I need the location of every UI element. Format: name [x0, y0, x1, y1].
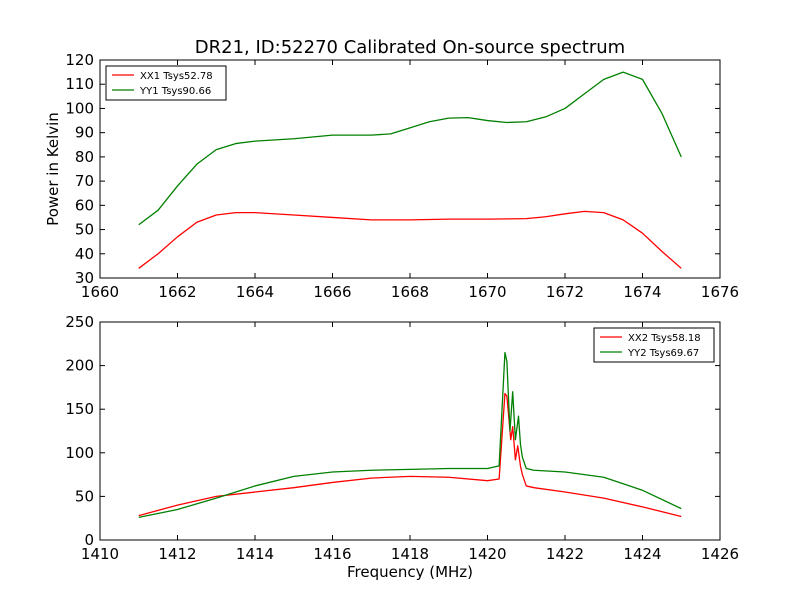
- x-tick-label: 1664: [236, 283, 274, 301]
- x-tick-label: 1414: [236, 545, 274, 563]
- x-tick-label: 1670: [468, 283, 506, 301]
- x-tick-label: 1412: [158, 545, 196, 563]
- series-line-xx2: [138, 392, 682, 518]
- legend: XX1 Tsys52.78 YY1 Tsys90.66: [105, 65, 227, 101]
- legend-label: YY2 Tsys69.67: [627, 348, 699, 359]
- y-tick-label: 70: [75, 172, 94, 190]
- y-tick-label: 0: [84, 531, 94, 549]
- x-tick-label: 1672: [546, 283, 584, 301]
- chart-title: DR21, ID:52270 Calibrated On-source spec…: [195, 37, 625, 58]
- y-tick-label: 100: [65, 99, 94, 117]
- y-tick-label: 110: [65, 75, 94, 93]
- x-tick-label: 1410: [81, 545, 119, 563]
- y-tick-label: 100: [65, 444, 94, 462]
- y-axis-label: Power in Kelvin: [44, 112, 62, 226]
- x-axis-label: Frequency (MHz): [347, 563, 473, 581]
- y-tick-label: 120: [65, 51, 94, 69]
- y-tick-label: 200: [65, 357, 94, 375]
- x-tick-label: 1424: [623, 545, 661, 563]
- x-tick-label: 1666: [313, 283, 351, 301]
- legend-label: XX1 Tsys52.78: [140, 71, 213, 82]
- legend-label: YY1 Tsys90.66: [139, 86, 211, 97]
- y-tick-label: 50: [75, 487, 94, 505]
- y-tick-label: 80: [75, 148, 94, 166]
- x-tick-label: 1662: [158, 283, 196, 301]
- series-line-xx1: [138, 210, 682, 269]
- y-tick-label: 60: [75, 196, 94, 214]
- legend: XX2 Tsys58.18 YY2 Tsys69.67: [593, 327, 715, 363]
- y-tick-label: 150: [65, 400, 94, 418]
- legend-label: XX2 Tsys58.18: [628, 333, 701, 344]
- series-line-yy1: [138, 71, 682, 226]
- series-line-yy2: [138, 351, 682, 518]
- x-tick-label: 1426: [701, 545, 739, 563]
- x-tick-label: 1660: [81, 283, 119, 301]
- bottom-spectrum-panel: 1410 1412 1414 1416 1418 1420 1422 1424 1426 0 50 1…: [65, 313, 739, 563]
- y-tick-label: 90: [75, 124, 94, 142]
- x-tick-label: 1420: [468, 545, 506, 563]
- x-tick-label: 1416: [313, 545, 351, 563]
- y-tick-label: 30: [75, 269, 94, 287]
- y-tick-label: 250: [65, 313, 94, 331]
- x-tick-label: 1422: [546, 545, 584, 563]
- x-tick-label: 1676: [701, 283, 739, 301]
- top-spectrum-panel: 1660 1662 1664 1666 1668 1670 1672 1674 1676 30 40…: [65, 51, 739, 301]
- x-tick-label: 1668: [391, 283, 429, 301]
- y-tick-label: 40: [75, 245, 94, 263]
- y-tick-label: 50: [75, 221, 94, 239]
- x-tick-label: 1674: [623, 283, 661, 301]
- x-tick-label: 1418: [391, 545, 429, 563]
